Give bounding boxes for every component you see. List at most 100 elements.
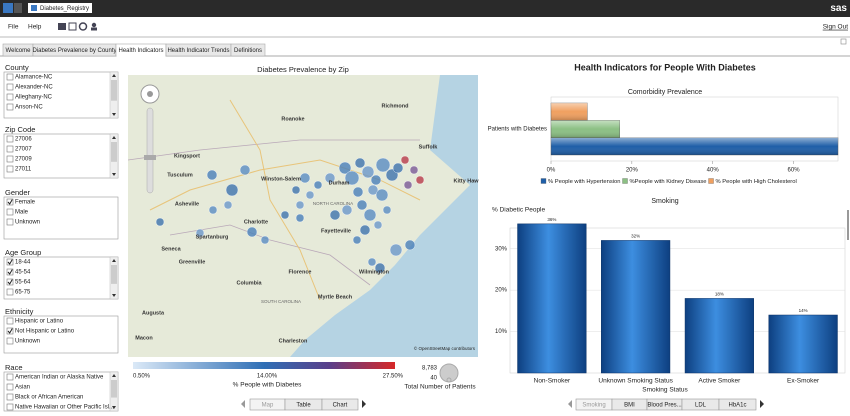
icon[interactable] <box>68 22 77 31</box>
map-bubble[interactable] <box>374 262 386 274</box>
map-bubble[interactable] <box>382 205 392 215</box>
filter-item[interactable]: Hispanic or Latino <box>15 319 64 325</box>
checkbox[interactable] <box>6 208 14 216</box>
icon[interactable] <box>91 22 97 28</box>
filter-item[interactable]: Unknown <box>15 339 40 345</box>
icon[interactable] <box>78 22 88 31</box>
map-bubble[interactable] <box>400 155 410 165</box>
filter-item[interactable]: Anson-NC <box>15 105 43 111</box>
menu-item[interactable]: File <box>8 24 19 31</box>
sign-out[interactable]: Sign Out <box>823 24 848 31</box>
map-bubble[interactable] <box>375 157 391 173</box>
filter-item[interactable]: Alexander-NC <box>15 85 53 91</box>
filter-item[interactable]: 27011 <box>15 167 32 173</box>
button-label[interactable]: Blood Pres... <box>647 402 682 408</box>
scroll-thumb[interactable] <box>111 380 117 398</box>
button-label[interactable]: Table <box>296 402 311 408</box>
button[interactable] <box>321 398 359 411</box>
bar[interactable] <box>684 298 754 374</box>
tab-label[interactable]: Health Indicators <box>118 48 163 54</box>
map-bubble[interactable] <box>295 213 305 223</box>
scroll-thumb[interactable] <box>111 80 117 101</box>
map-bubble[interactable] <box>155 217 165 227</box>
filter-item[interactable]: Female <box>15 200 36 206</box>
checkbox[interactable] <box>6 383 14 391</box>
checkbox[interactable] <box>6 327 14 335</box>
map-bubble[interactable] <box>208 205 218 215</box>
map-bubble[interactable] <box>206 169 218 181</box>
filter-item[interactable]: American Indian or Alaska Native <box>15 375 104 381</box>
filter-item[interactable]: Male <box>15 210 29 216</box>
scroll-up[interactable] <box>112 136 116 139</box>
map-bubble[interactable] <box>356 199 368 211</box>
checkbox[interactable] <box>6 155 14 163</box>
map-bubble[interactable] <box>367 257 377 267</box>
checkbox[interactable] <box>6 317 14 325</box>
filter-item[interactable]: 55-64 <box>15 280 31 286</box>
map-bubble[interactable] <box>370 174 382 186</box>
checkbox[interactable] <box>6 278 14 286</box>
map-bubble[interactable] <box>291 185 301 195</box>
scroll-down[interactable] <box>112 113 116 116</box>
button-label[interactable]: Smoking <box>582 402 605 408</box>
map-bubble[interactable] <box>392 162 404 174</box>
zoom-slider[interactable] <box>146 107 154 194</box>
checkbox[interactable] <box>6 258 14 266</box>
map-bubble[interactable] <box>403 180 413 190</box>
icon[interactable] <box>58 23 66 30</box>
map-bubble[interactable] <box>280 210 290 220</box>
map-bubble[interactable] <box>324 172 336 184</box>
map-bubble[interactable] <box>354 157 366 169</box>
map-bubble[interactable] <box>409 165 419 175</box>
map-bubble[interactable] <box>239 164 251 176</box>
scroll-down[interactable] <box>112 406 116 409</box>
zoom-thumb[interactable] <box>144 155 156 160</box>
checkbox[interactable] <box>6 145 14 153</box>
map-bubble[interactable] <box>352 186 364 198</box>
maximize[interactable] <box>840 38 847 45</box>
tab-label[interactable]: Diabetes Prevalence by County <box>32 48 116 54</box>
filter-item[interactable]: 18-44 <box>15 260 31 266</box>
filter-item[interactable]: 27009 <box>15 157 32 163</box>
map-bubble[interactable] <box>415 175 425 185</box>
prev-arrow[interactable] <box>241 400 245 408</box>
filter-item[interactable]: Alleghany-NC <box>15 95 53 101</box>
scroll-up[interactable] <box>112 374 116 377</box>
map-bubble[interactable] <box>361 165 375 179</box>
menu-item[interactable]: Help <box>28 24 42 31</box>
checkbox[interactable] <box>6 373 14 381</box>
button-label[interactable]: HbA1c <box>728 402 746 408</box>
map-bubble[interactable] <box>299 172 311 184</box>
tab-label[interactable]: Health Indicator Trends <box>167 48 229 54</box>
map-bubble[interactable] <box>344 170 360 186</box>
filter-item[interactable]: Unknown <box>15 220 40 226</box>
next-arrow[interactable] <box>760 400 764 408</box>
home-menu[interactable] <box>14 3 22 13</box>
button-label[interactable]: LDL <box>695 402 707 408</box>
map-bubble[interactable] <box>246 226 258 238</box>
map-bubble[interactable] <box>225 183 239 197</box>
app-tab[interactable] <box>28 3 92 13</box>
filter-item[interactable]: 27007 <box>15 147 32 153</box>
checkbox[interactable] <box>6 73 14 81</box>
map-bubble[interactable] <box>223 200 233 210</box>
map-bubble[interactable] <box>195 228 205 238</box>
filter-item[interactable]: Black or African American <box>15 395 83 401</box>
filter-item[interactable]: Native Hawaiian or Other Pacific Isl... <box>15 405 114 411</box>
filter-item[interactable]: 27006 <box>15 137 32 143</box>
checkbox[interactable] <box>6 103 14 111</box>
filter-item[interactable]: Alamance-NC <box>15 75 53 81</box>
checkbox[interactable] <box>6 198 14 206</box>
button[interactable] <box>718 398 757 411</box>
scroll-down[interactable] <box>112 294 116 297</box>
checkbox[interactable] <box>6 218 14 226</box>
map-bubble[interactable] <box>305 190 315 200</box>
button-label[interactable]: Chart <box>333 402 348 408</box>
checkbox[interactable] <box>6 268 14 276</box>
bar[interactable] <box>601 240 671 374</box>
map-bubble[interactable] <box>367 184 379 196</box>
map-bubble[interactable] <box>295 200 305 210</box>
map-bubble[interactable] <box>260 235 270 245</box>
scroll-down[interactable] <box>112 173 116 176</box>
map-bubble[interactable] <box>329 209 341 221</box>
